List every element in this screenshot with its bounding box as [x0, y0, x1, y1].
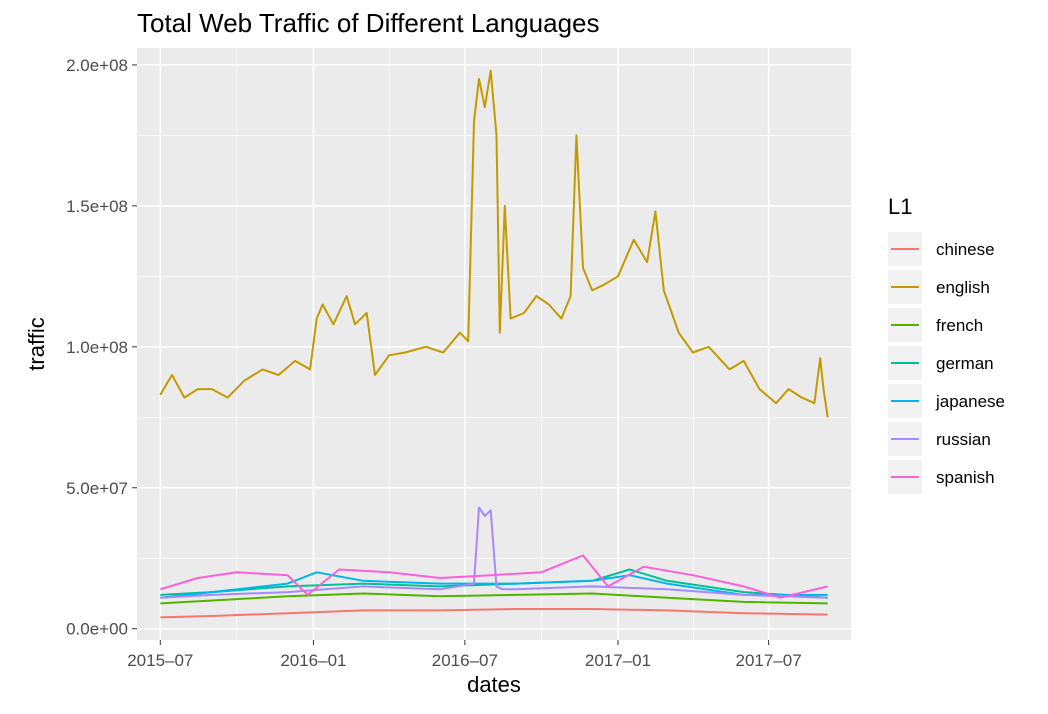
legend-title: L1	[888, 194, 912, 219]
legend: L1 chinese english french german japanese rus…	[888, 194, 1005, 494]
y-tick-label: 0.0e+00	[66, 620, 128, 639]
series-line-english	[159, 69, 829, 418]
legend-label: german	[936, 354, 994, 373]
legend-label: chinese	[936, 240, 995, 259]
x-axis-ticks: 2015–07 2016–01 2016–07 2017–01 2017–07	[127, 640, 802, 670]
legend-item-chinese: chinese	[888, 232, 995, 266]
legend-label: french	[936, 316, 983, 335]
grid-lines	[137, 48, 851, 640]
x-tick-label: 2016–01	[280, 651, 346, 670]
legend-label: english	[936, 278, 990, 297]
y-tick-label: 1.5e+08	[66, 197, 128, 216]
legend-label: japanese	[935, 392, 1005, 411]
series-line-japanese	[160, 571, 828, 599]
x-tick-label: 2017–01	[585, 651, 651, 670]
x-tick-label: 2017–07	[736, 651, 802, 670]
legend-item-russian: russian	[888, 422, 991, 456]
legend-item-japanese: japanese	[888, 384, 1005, 418]
legend-item-english: english	[888, 270, 990, 304]
x-tick-label: 2015–07	[127, 651, 193, 670]
series-line-spanish	[160, 554, 828, 599]
chart-title: Total Web Traffic of Different Languages	[137, 8, 600, 38]
y-axis-ticks: 0.0e+00 5.0e+07 1.0e+08 1.5e+08 2.0e+08	[66, 56, 137, 639]
series-line-chinese	[160, 608, 828, 619]
y-tick-label: 2.0e+08	[66, 56, 128, 75]
y-tick-label: 1.0e+08	[66, 338, 128, 357]
y-axis-title: traffic	[24, 317, 49, 370]
legend-label: spanish	[936, 468, 995, 487]
x-tick-label: 2016–07	[432, 651, 498, 670]
legend-item-french: french	[888, 308, 983, 342]
legend-item-spanish: spanish	[888, 460, 995, 494]
y-tick-label: 5.0e+07	[66, 479, 128, 498]
series-lines	[159, 69, 829, 619]
series-line-french	[160, 592, 828, 605]
legend-label: russian	[936, 430, 991, 449]
series-line-russian	[160, 506, 828, 599]
legend-item-german: german	[888, 346, 994, 380]
x-axis-title: dates	[467, 672, 521, 697]
